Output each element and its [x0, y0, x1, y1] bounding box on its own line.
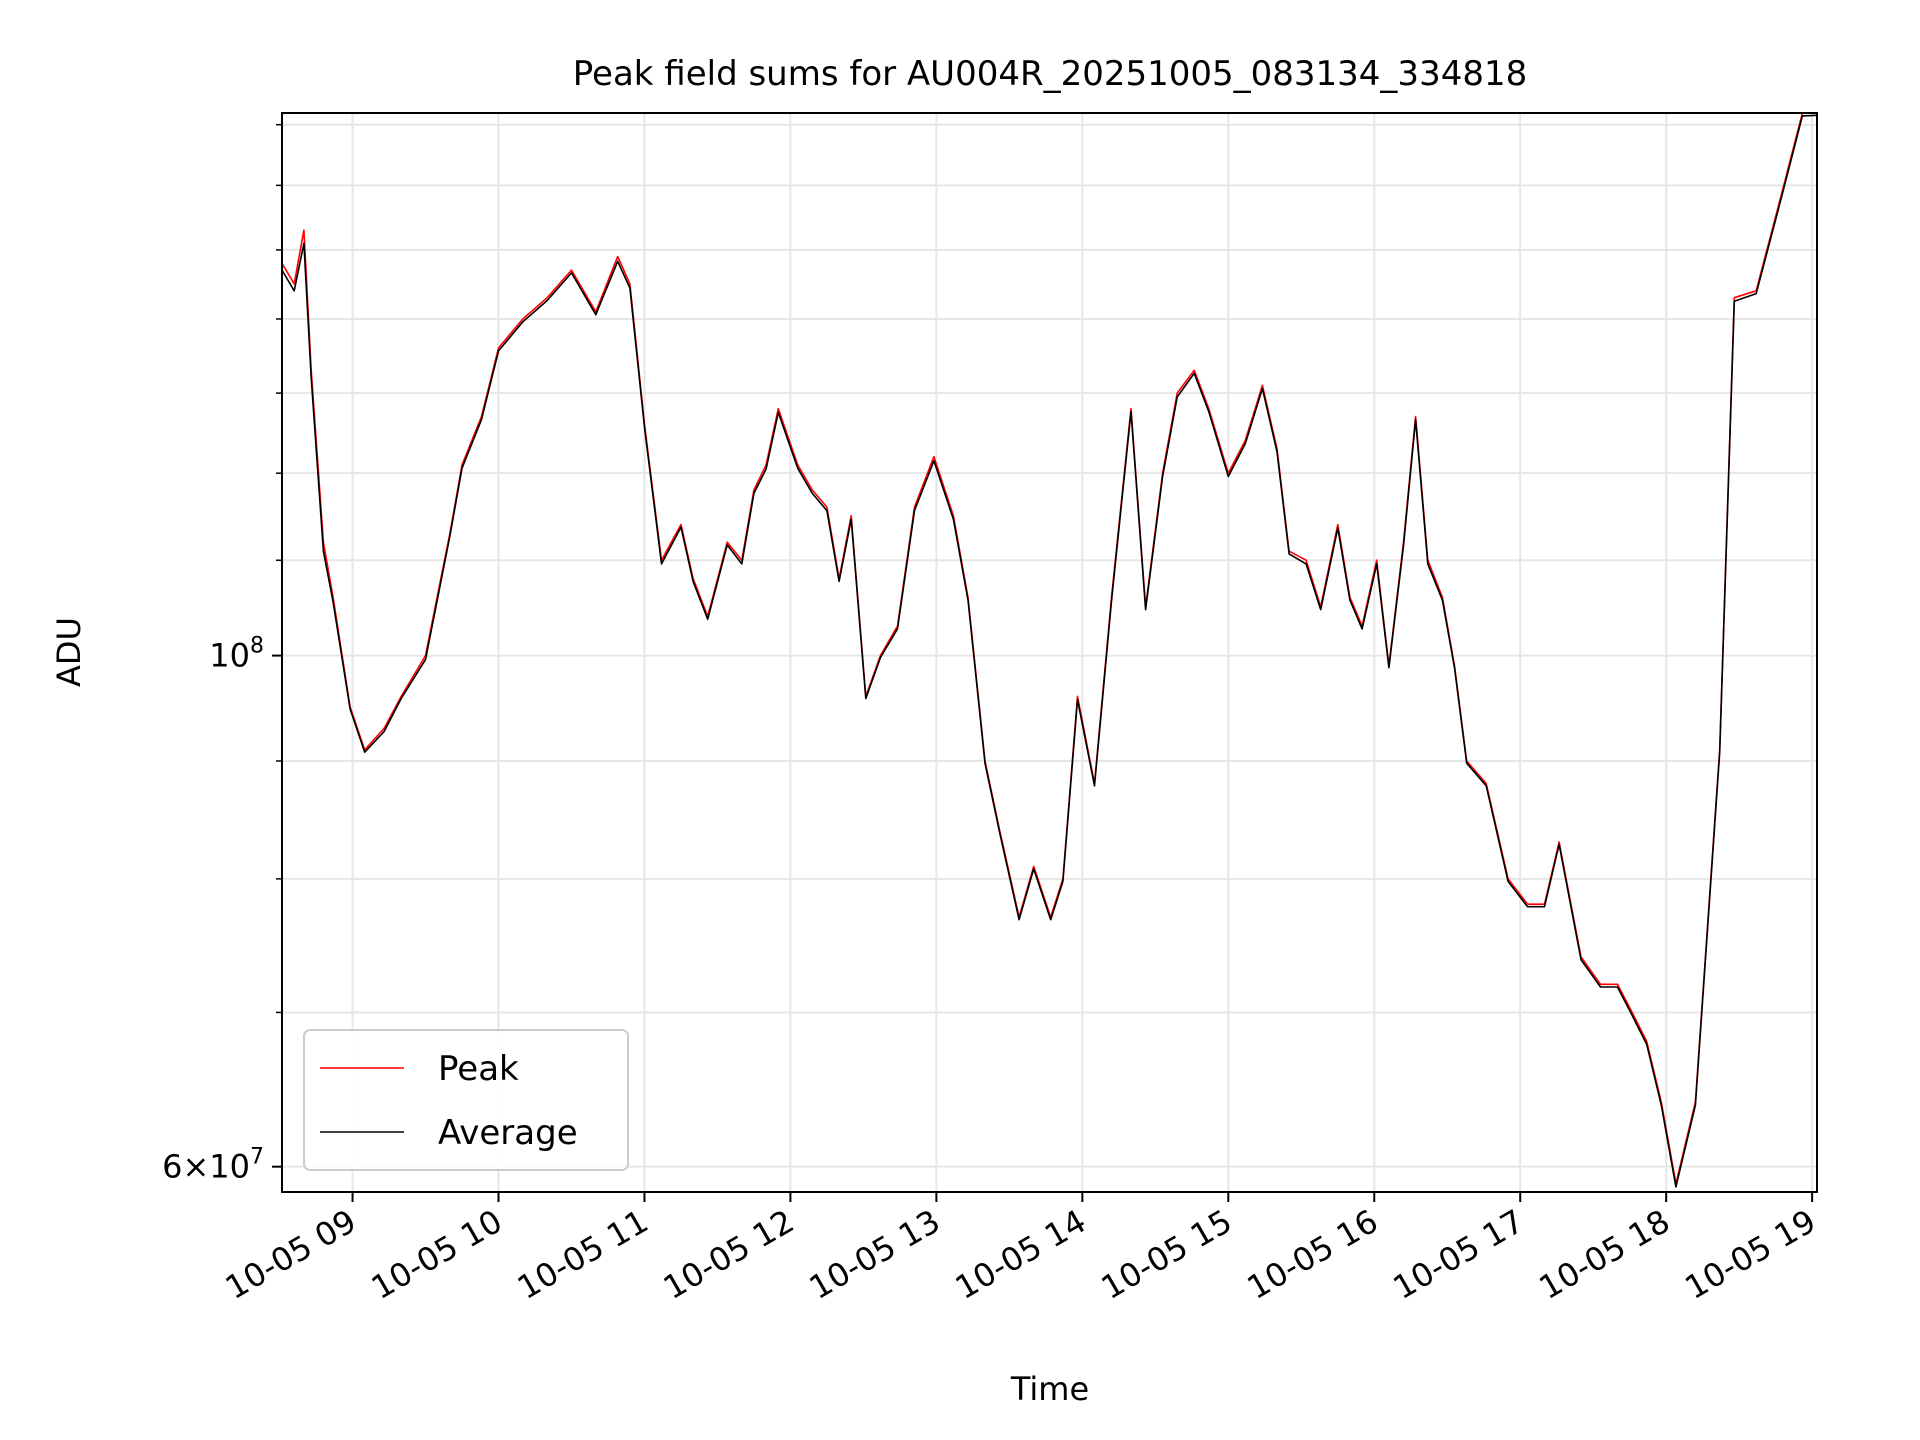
x-axis-label: Time	[1010, 1370, 1089, 1408]
plot-frame	[281, 112, 1818, 1193]
legend-label-peak: Peak	[438, 1049, 519, 1089]
legend-label-average: Average	[438, 1113, 578, 1153]
legend-box	[303, 1029, 629, 1171]
y-tick-label: 6×107	[162, 1145, 264, 1186]
series-line-average	[281, 114, 1818, 1188]
y-tick-label: 108	[209, 634, 264, 675]
y-tick-multiplier: 6×	[162, 1148, 209, 1186]
y-tick-exponent: 7	[250, 1145, 264, 1170]
y-tick-base: 10	[209, 637, 250, 675]
legend: Peak Average	[303, 1029, 629, 1171]
chart-title: Peak field sums for AU004R_20251005_0831…	[573, 54, 1527, 94]
y-tick-base: 10	[209, 1148, 250, 1186]
y-tick-exponent: 8	[250, 634, 264, 659]
y-axis-label: ADU	[50, 617, 88, 687]
grid-lines	[282, 113, 1817, 1192]
series-lines	[281, 112, 1818, 1188]
